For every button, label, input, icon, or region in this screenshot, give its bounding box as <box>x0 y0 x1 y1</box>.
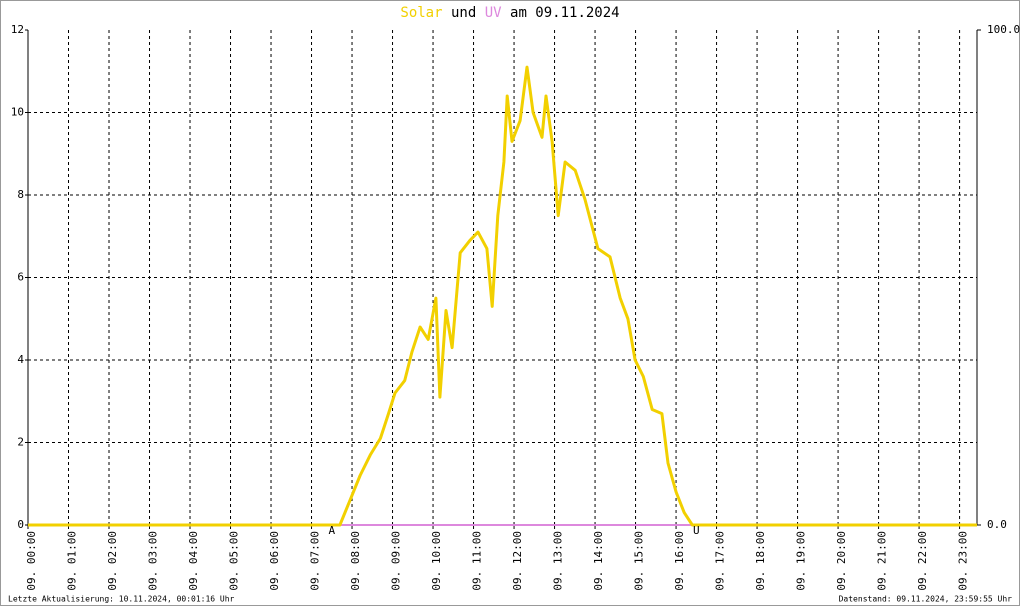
y-tick-label: 0 <box>17 518 24 531</box>
footer-left: Letzte Aktualisierung: 10.11.2024, 00:01… <box>8 595 235 604</box>
title-date: am 09.11.2024 <box>510 5 620 21</box>
y-tick-label: 2 <box>17 436 24 449</box>
annotation: A <box>328 524 335 537</box>
title-connector: und <box>451 5 476 21</box>
y-tick-label: 4 <box>17 353 24 366</box>
x-tick-label: 09. 06:00 <box>268 531 281 591</box>
y2-tick-label: 0.0 <box>987 518 1007 531</box>
x-tick-label: 09. 16:00 <box>673 531 686 591</box>
y2-tick-label: 100.0 <box>987 23 1020 36</box>
x-tick-label: 09. 03:00 <box>147 531 160 591</box>
x-tick-label: 09. 22:00 <box>916 531 929 591</box>
x-tick-label: 09. 20:00 <box>835 531 848 591</box>
footer-right: Datenstand: 09.11.2024, 23:59:55 Uhr <box>839 595 1013 604</box>
x-tick-label: 09. 13:00 <box>552 531 565 591</box>
x-tick-label: 09. 02:00 <box>106 531 119 591</box>
x-tick-label: 09. 21:00 <box>876 531 889 591</box>
y-tick-label: 6 <box>17 271 24 284</box>
x-tick-label: 09. 09:00 <box>390 531 403 591</box>
title-uv: UV <box>485 5 502 21</box>
y-tick-label: 12 <box>11 23 24 36</box>
x-tick-label: 09. 00:00 <box>25 531 38 591</box>
x-tick-label: 09. 18:00 <box>754 531 767 591</box>
y-tick-label: 8 <box>17 188 24 201</box>
x-tick-label: 09. 01:00 <box>66 531 79 591</box>
annotation: U <box>693 524 700 537</box>
x-tick-label: 09. 12:00 <box>511 531 524 591</box>
x-tick-label: 09. 07:00 <box>309 531 322 591</box>
series-line <box>28 65 977 527</box>
x-tick-label: 09. 17:00 <box>714 531 727 591</box>
x-tick-label: 09. 23:00 <box>957 531 970 591</box>
title-solar: Solar <box>400 5 442 21</box>
y-tick-label: 10 <box>11 106 24 119</box>
x-tick-label: 09. 05:00 <box>228 531 241 591</box>
x-tick-label: 09. 04:00 <box>187 531 200 591</box>
x-tick-label: 09. 10:00 <box>430 531 443 591</box>
chart-title: Solar und UV am 09.11.2024 <box>400 5 619 21</box>
x-tick-label: 09. 14:00 <box>592 531 605 591</box>
x-tick-label: 09. 08:00 <box>349 531 362 591</box>
x-tick-label: 09. 15:00 <box>633 531 646 591</box>
x-tick-label: 09. 19:00 <box>795 531 808 591</box>
x-tick-label: 09. 11:00 <box>471 531 484 591</box>
